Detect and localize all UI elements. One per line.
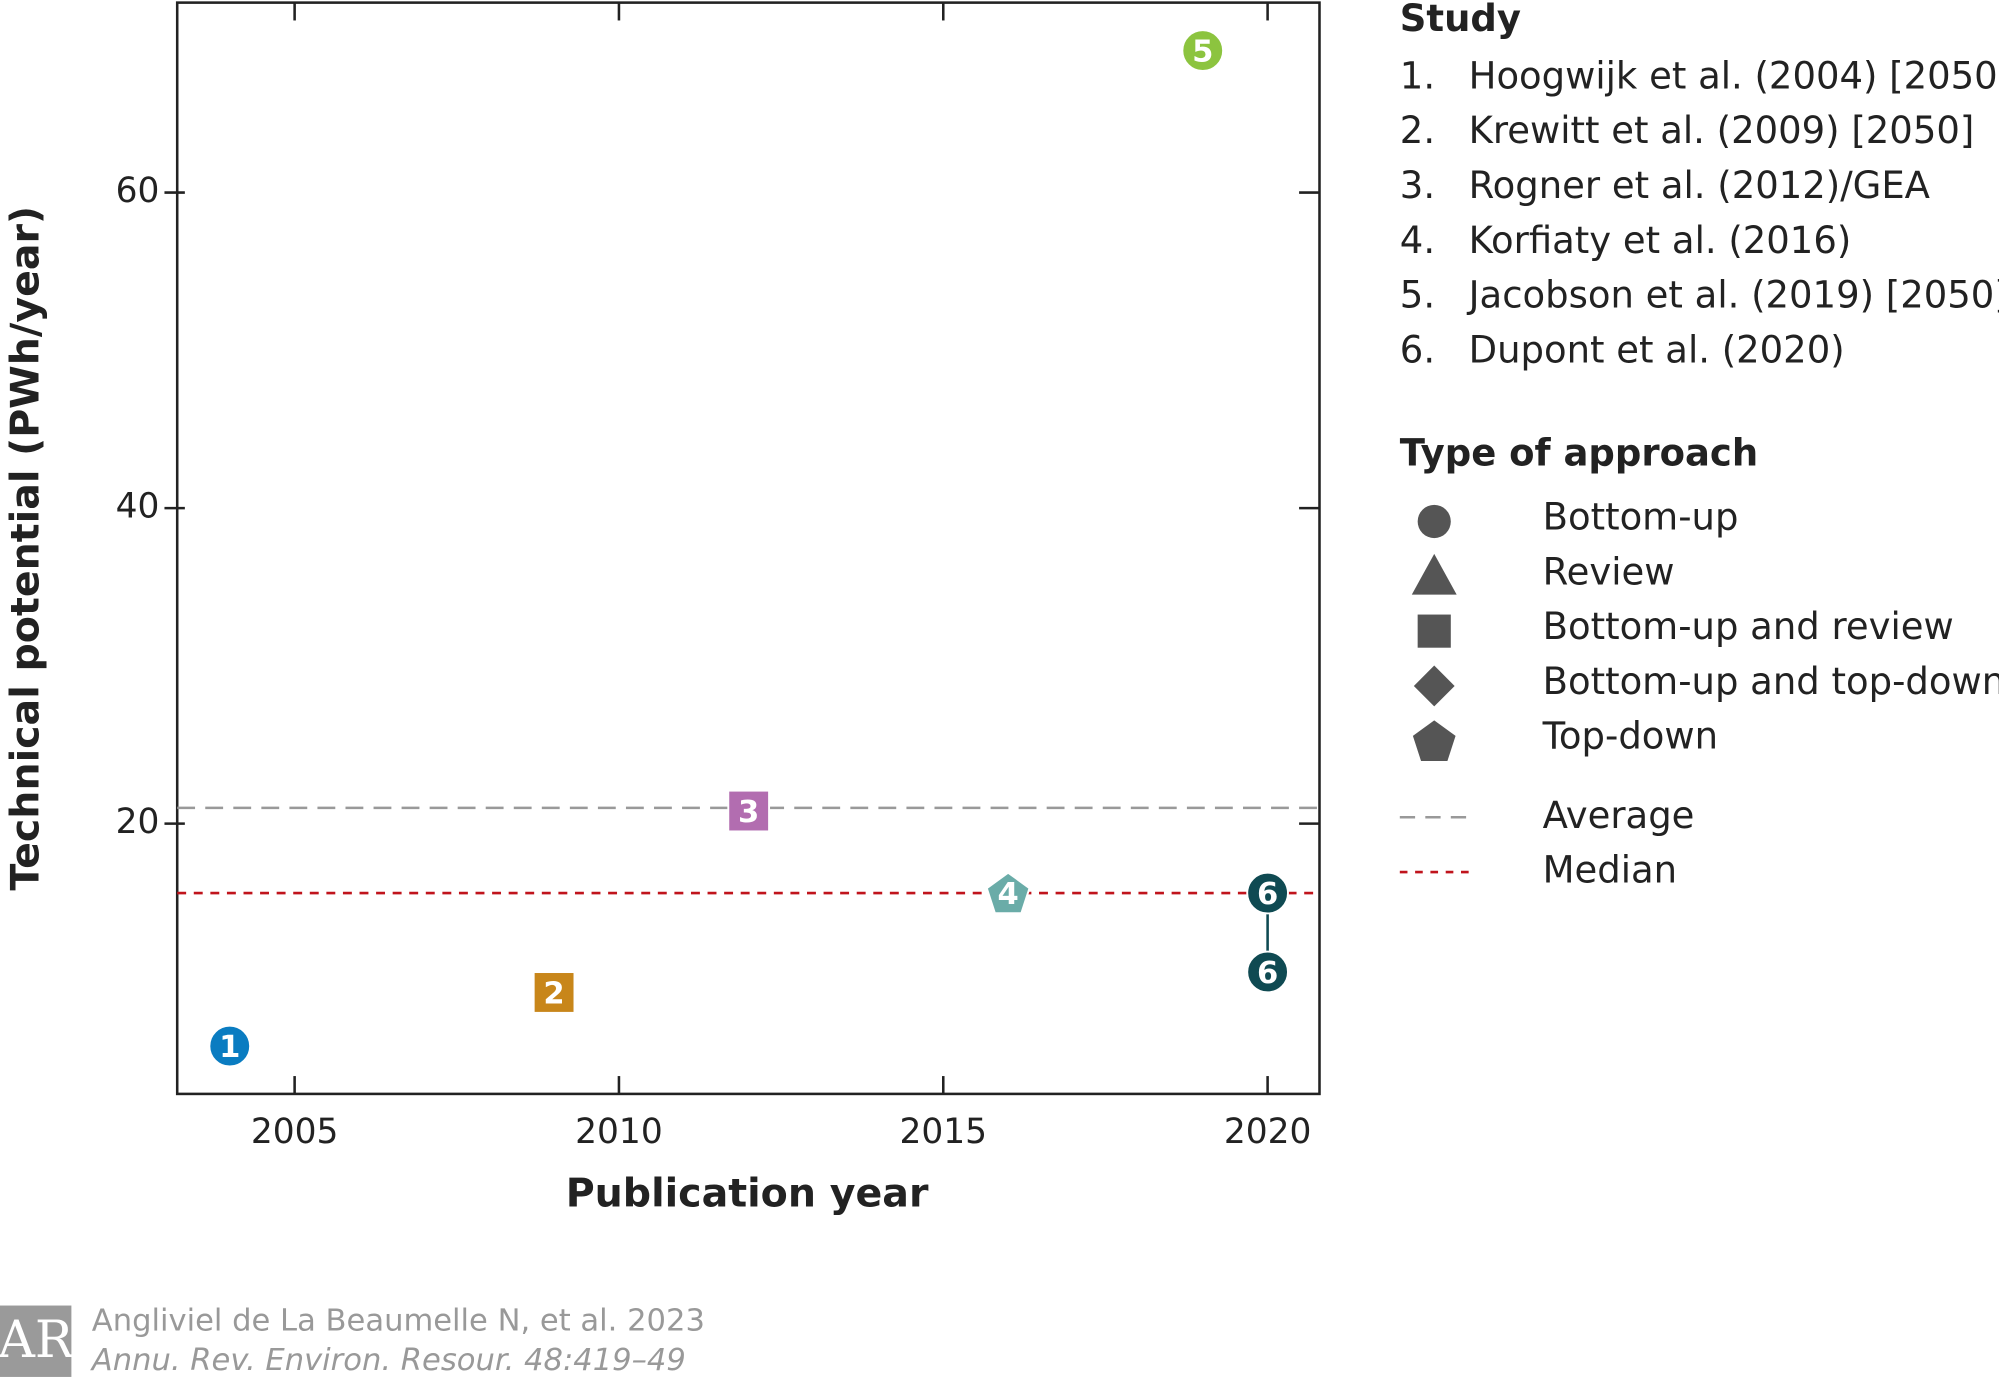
legend-marker <box>1411 553 1457 595</box>
data-point <box>1246 950 1289 994</box>
legend-label: Review <box>1543 550 1675 593</box>
legend-number: 6. <box>1400 328 1435 371</box>
point-label: 4 <box>997 877 1018 912</box>
approach-title: Type of approach <box>1400 432 1758 475</box>
point-label: 5 <box>1192 35 1213 70</box>
legend-number: 1. <box>1400 54 1435 97</box>
data-point <box>1246 871 1289 915</box>
legend-label: Hoogwijk et al. (2004) [2050] <box>1469 54 1999 97</box>
x-axis-label: Publication year <box>566 1170 929 1216</box>
x-tick-label: 2015 <box>899 1112 987 1152</box>
data-point <box>985 871 1031 915</box>
point-label: 6 <box>1257 877 1278 912</box>
legend-label: Bottom-up <box>1543 495 1739 538</box>
legend-label: Top-down <box>1542 715 1718 758</box>
plot-frame <box>175 1 1321 1096</box>
legend-label: Median <box>1543 849 1677 892</box>
legend-number: 3. <box>1400 164 1435 207</box>
logo-box <box>0 1305 72 1377</box>
point-label: 2 <box>543 977 564 1012</box>
x-tick-label: 2010 <box>575 1112 663 1152</box>
citation: Angliviel de La Beaumelle N, et al. 2023 <box>92 1304 705 1339</box>
legend-label: Dupont et al. (2020) <box>1469 328 1845 371</box>
y-tick-label: 60 <box>116 171 160 211</box>
data-point <box>208 1024 252 1068</box>
legend-marker <box>1413 665 1455 707</box>
legend-marker <box>1412 720 1456 761</box>
legend-label: Jacobson et al. (2019) [2050] <box>1467 274 1999 317</box>
x-tick-label: 2020 <box>1224 1112 1312 1152</box>
legend-label: Korfiaty et al. (2016) <box>1469 219 1852 262</box>
legend-label: Bottom-up and review <box>1543 605 1954 648</box>
data-point <box>727 789 771 833</box>
legend-marker <box>1417 614 1451 648</box>
logo-text: AR <box>0 1311 75 1370</box>
legend-label: Krewitt et al. (2009) [2050] <box>1469 109 1975 152</box>
legend-marker <box>1417 504 1451 539</box>
point-label: 3 <box>738 795 759 830</box>
logo: AR <box>0 1305 75 1377</box>
point-label: 6 <box>1257 956 1278 991</box>
data-point <box>532 971 576 1014</box>
legend-label: Average <box>1543 794 1695 837</box>
legend-title: Study <box>1400 0 1521 40</box>
legend-number: 2. <box>1400 109 1435 152</box>
journal: Annu. Rev. Environ. Resour. 48:419–49 <box>90 1343 686 1377</box>
data-point <box>1181 29 1225 72</box>
legend-label: Bottom-up and top-down <box>1543 660 1999 703</box>
legend-number: 4. <box>1400 219 1435 262</box>
y-axis-label: Technical potential (PWh/year) <box>3 206 49 891</box>
point-label: 1 <box>219 1030 240 1065</box>
y-tick-label: 40 <box>116 487 160 527</box>
legend-number: 5. <box>1400 274 1435 317</box>
legend-label: Rogner et al. (2012)/GEA <box>1469 164 1930 207</box>
x-tick-label: 2005 <box>251 1112 339 1152</box>
y-tick-label: 20 <box>116 802 160 842</box>
